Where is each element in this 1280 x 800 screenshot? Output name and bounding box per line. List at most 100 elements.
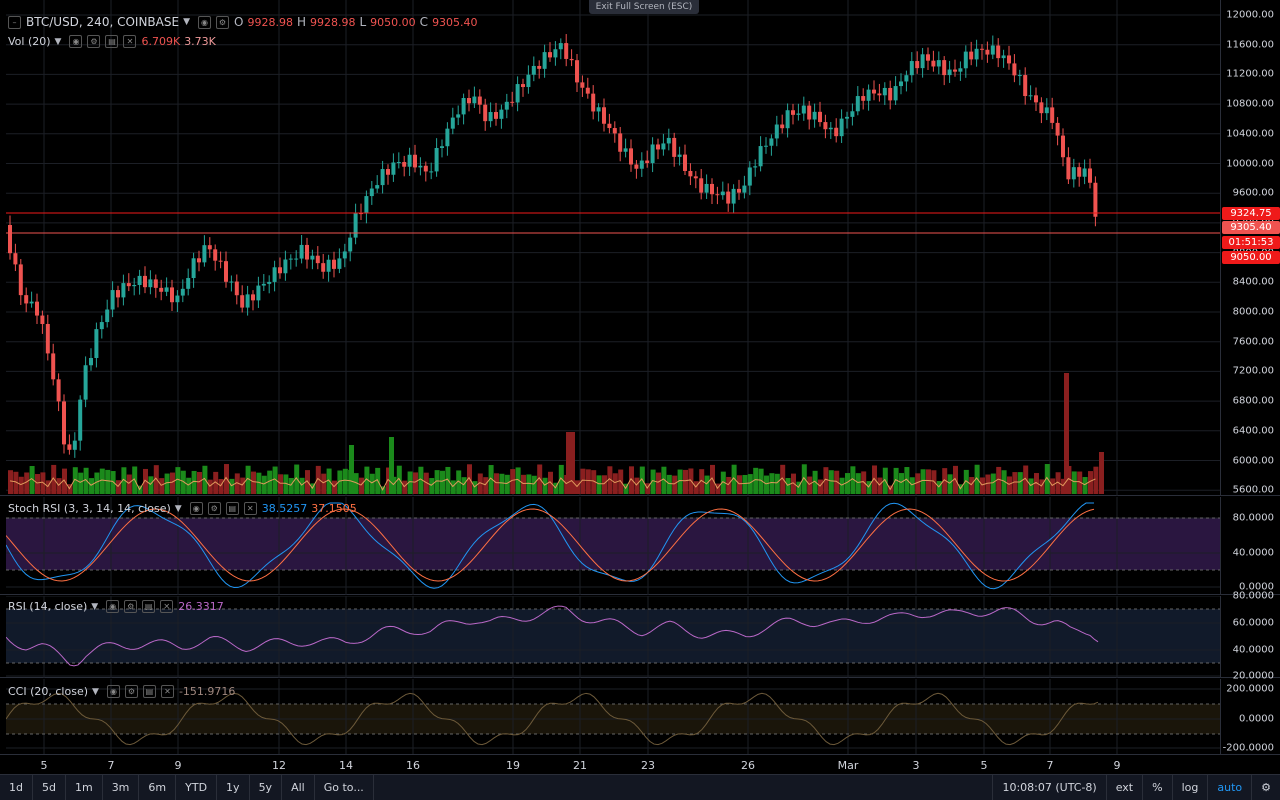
candle-down — [656, 138, 660, 160]
gear-icon[interactable]: ⚙ — [207, 502, 221, 515]
range-5d-button[interactable]: 5d — [33, 774, 66, 800]
candle-down — [1061, 128, 1065, 167]
source-icon[interactable]: ▤ — [142, 600, 156, 613]
volume-bar — [980, 477, 985, 494]
range-1m-button[interactable]: 1m — [66, 774, 103, 800]
eye-icon[interactable]: ◉ — [189, 502, 203, 515]
rsi-plot[interactable] — [5, 595, 1220, 678]
stoch-rsi-chart[interactable] — [5, 497, 1220, 595]
volume-bar — [1055, 472, 1061, 494]
volume-bar — [996, 466, 1002, 494]
percent-toggle[interactable]: % — [1142, 774, 1171, 800]
source-icon[interactable]: ▤ — [225, 502, 239, 515]
stoch-plot[interactable] — [5, 497, 1220, 595]
collapse-icon[interactable]: – — [8, 15, 21, 29]
volume-label[interactable]: Vol (20) — [8, 35, 51, 48]
price-plot[interactable] — [6, 0, 1220, 496]
candle-up — [391, 153, 396, 182]
volume-bar — [488, 465, 494, 494]
range-6m-button[interactable]: 6m — [139, 774, 177, 800]
goto-button[interactable]: Go to... — [315, 774, 374, 800]
candle-up — [121, 274, 126, 306]
symbol-name[interactable]: BTC/USD, 240, COINBASE — [26, 15, 180, 29]
candle-up — [650, 137, 655, 173]
volume-bar — [666, 474, 672, 494]
chevron-down-icon[interactable]: ▼ — [91, 601, 99, 612]
candle-down — [240, 285, 245, 313]
time-axis-label: 7 — [107, 759, 115, 772]
volume-bar — [1034, 473, 1039, 494]
gear-icon[interactable]: ⚙ — [216, 15, 229, 29]
volume-bar — [418, 466, 424, 494]
eye-icon[interactable]: ◉ — [106, 600, 120, 613]
cci-pane[interactable]: 200.0000 0.0000 -200.0000 CCI (20, close) … — [0, 679, 1280, 754]
source-icon[interactable]: ▤ — [105, 35, 119, 48]
log-toggle[interactable]: log — [1171, 774, 1208, 800]
candle-down — [737, 179, 741, 200]
auto-toggle[interactable]: auto — [1207, 774, 1251, 800]
volume-bar — [623, 483, 629, 494]
range-5y-button[interactable]: 5y — [250, 774, 283, 800]
chevron-down-icon[interactable]: ▼ — [92, 686, 99, 697]
cci-axis[interactable]: 200.0000 0.0000 -200.0000 — [1220, 679, 1280, 754]
price-pane[interactable]: 12000.00 11600.00 11200.00 10800.00 10400.00… — [0, 0, 1280, 496]
gear-icon[interactable]: ⚙ — [1251, 774, 1280, 800]
candle-up — [758, 136, 763, 172]
volume-bar — [607, 466, 613, 494]
volume-bar — [116, 480, 121, 494]
range-1d-button[interactable]: 1d — [0, 774, 33, 800]
candle-down — [1023, 67, 1028, 105]
chevron-down-icon[interactable]: ▼ — [183, 17, 190, 27]
candle-up — [558, 38, 563, 60]
candle-down — [834, 118, 839, 143]
cci-chart[interactable] — [5, 679, 1220, 754]
close-icon[interactable]: ✕ — [160, 600, 174, 613]
candle-down — [985, 41, 990, 63]
close-icon[interactable]: ✕ — [243, 502, 257, 515]
gear-icon[interactable]: ⚙ — [124, 600, 138, 613]
volume-bar — [850, 466, 856, 494]
rsi-chart[interactable] — [5, 595, 1220, 678]
stoch-label[interactable]: Stoch RSI (3, 3, 14, 14, close) — [8, 502, 171, 515]
candlestick-chart[interactable] — [6, 0, 1220, 496]
time-axis[interactable]: 5 7 9 12 14 16 19 21 23 26 Mar 3 5 7 9 — [0, 754, 1280, 774]
eye-icon[interactable]: ◉ — [106, 685, 120, 698]
candle-up — [186, 268, 191, 296]
chevron-down-icon[interactable]: ▼ — [174, 503, 182, 514]
range-ytd-button[interactable]: YTD — [176, 774, 218, 800]
chevron-down-icon[interactable]: ▼ — [54, 36, 62, 47]
candle-up — [904, 70, 909, 92]
volume-value-2: 3.73K — [184, 35, 216, 48]
rsi-label[interactable]: RSI (14, close) — [8, 600, 88, 613]
cci-plot[interactable] — [5, 679, 1220, 754]
cci-label[interactable]: CCI (20, close) — [8, 685, 89, 698]
stoch-axis[interactable]: 80.0000 40.0000 0.0000 — [1220, 497, 1280, 594]
candle-up — [364, 190, 369, 224]
volume-bar — [672, 475, 678, 494]
clock-timezone[interactable]: 10:08:07 (UTC-8) — [992, 774, 1105, 800]
eye-icon[interactable]: ◉ — [198, 15, 211, 29]
candle-up — [456, 105, 461, 126]
rsi-pane[interactable]: 80.0000 60.0000 40.0000 20.0000 RSI (14, cl… — [0, 591, 1280, 682]
candle-down — [710, 178, 714, 204]
candle-up — [845, 111, 849, 129]
eye-icon[interactable]: ◉ — [69, 35, 83, 48]
range-1y-button[interactable]: 1y — [217, 774, 250, 800]
axis-tick-label: 8400.00 — [1232, 276, 1274, 288]
volume-bar — [240, 477, 246, 494]
exit-fullscreen-button[interactable]: Exit Full Screen (ESC) — [589, 0, 699, 14]
ext-toggle[interactable]: ext — [1105, 774, 1142, 800]
gear-icon[interactable]: ⚙ — [87, 35, 101, 48]
range-all-button[interactable]: All — [282, 774, 315, 800]
gear-icon[interactable]: ⚙ — [124, 685, 138, 698]
close-icon[interactable]: ✕ — [123, 35, 137, 48]
close-icon[interactable]: ✕ — [160, 685, 174, 698]
stoch-rsi-pane[interactable]: 80.0000 40.0000 0.0000 Stoch RSI (3, 3, 14… — [0, 497, 1280, 595]
time-axis-label: 5 — [980, 759, 988, 772]
candle-down — [953, 59, 957, 77]
range-3m-button[interactable]: 3m — [103, 774, 140, 800]
rsi-axis[interactable]: 80.0000 60.0000 40.0000 20.0000 — [1220, 591, 1280, 682]
stoch-value-k: 38.5257 — [261, 502, 308, 515]
source-icon[interactable]: ▤ — [142, 685, 156, 698]
volume-bar — [661, 466, 667, 494]
